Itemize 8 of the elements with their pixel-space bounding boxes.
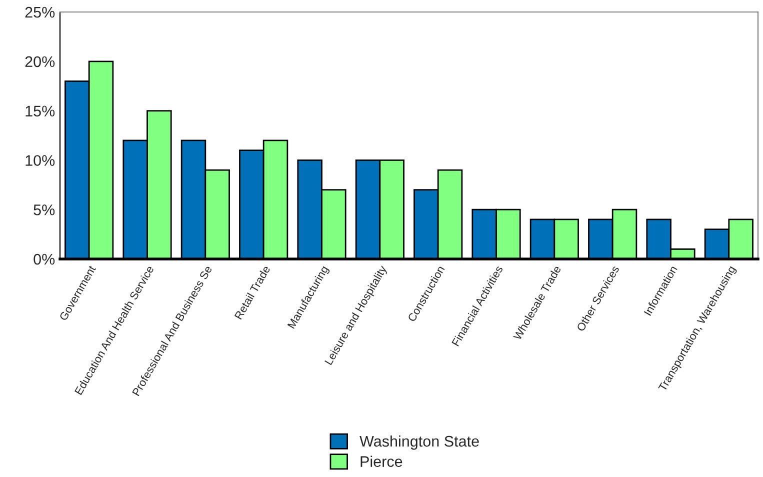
legend-label: Pierce (360, 456, 402, 467)
y-tick-label: 10% (26, 155, 55, 166)
y-tick-label: 15% (26, 106, 55, 116)
y-tick-label: 5% (34, 204, 55, 216)
legend-label: Washington State (360, 435, 479, 450)
y-tick-label: 25% (25, 6, 55, 18)
y-tick-label: 0% (34, 254, 55, 265)
y-tick-label: 20% (25, 56, 55, 68)
